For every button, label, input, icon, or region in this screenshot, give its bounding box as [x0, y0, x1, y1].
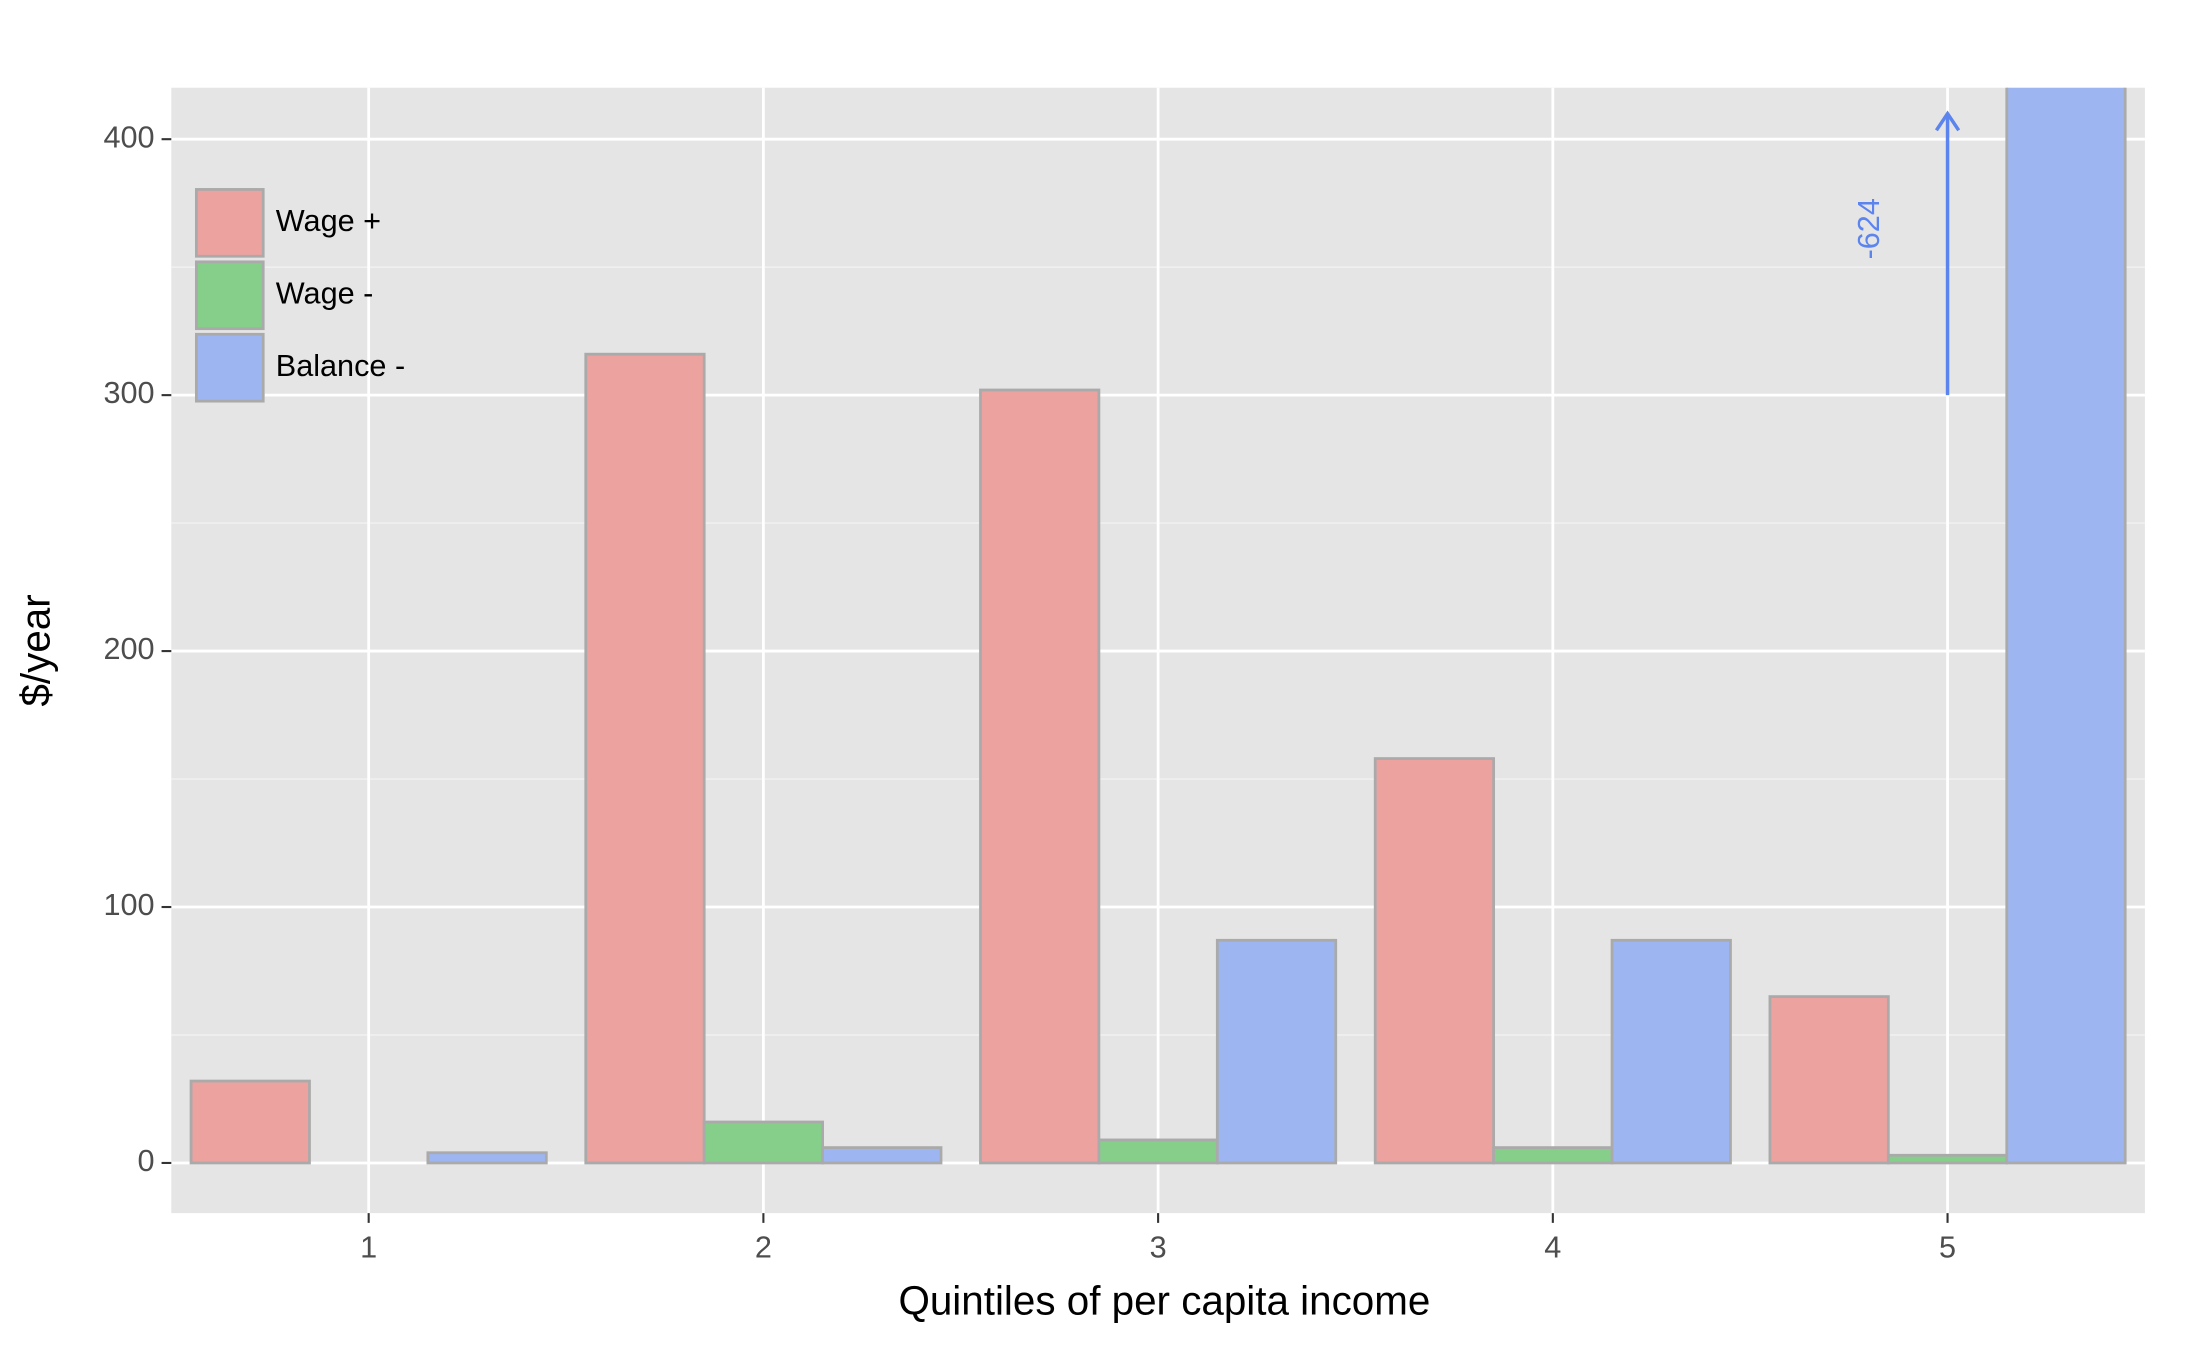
bar [426, 1151, 548, 1165]
legend-key [194, 332, 265, 403]
plot: Quintiles of per capita income $/year 0 1… [13, 87, 2145, 1323]
x-axis-title: Quintiles of per capita income [898, 1277, 1430, 1323]
annotation-arrowhead [1934, 110, 1961, 132]
x-tick-label: 2 [755, 1230, 772, 1264]
y-tick-label: 300 [103, 376, 154, 410]
y-tick-label: 200 [103, 632, 154, 666]
bar [2005, 87, 2127, 1165]
legend-key [194, 260, 265, 331]
x-tick-label: 5 [1939, 1230, 1956, 1264]
bar [1610, 938, 1732, 1165]
legend-label: Wage + [276, 204, 381, 238]
legend-key [194, 188, 265, 258]
bar [821, 1146, 943, 1165]
x-tick-label: 4 [1544, 1230, 1561, 1264]
bar [1886, 1153, 2009, 1165]
x-tick-label: 1 [360, 1230, 377, 1264]
y-tick-label: 400 [103, 120, 154, 154]
bars [189, 87, 2127, 1165]
annotation-text: -624 [1852, 198, 1886, 259]
legend-label: Balance - [276, 349, 405, 383]
x-tick-label: 3 [1150, 1230, 1167, 1264]
bar [979, 388, 1101, 1165]
bar [702, 1120, 824, 1165]
y-tick-label: 100 [103, 888, 154, 922]
bar [1492, 1146, 1614, 1165]
y-tick-label: 0 [138, 1144, 155, 1178]
bar [584, 352, 706, 1165]
y-axis-title: $/year [13, 594, 59, 706]
legend-label: Wage - [276, 276, 374, 310]
bar [1097, 1138, 1219, 1165]
bar [189, 1079, 311, 1165]
bar [1768, 995, 1890, 1165]
bar [1215, 938, 1338, 1165]
bar [1373, 757, 1496, 1165]
